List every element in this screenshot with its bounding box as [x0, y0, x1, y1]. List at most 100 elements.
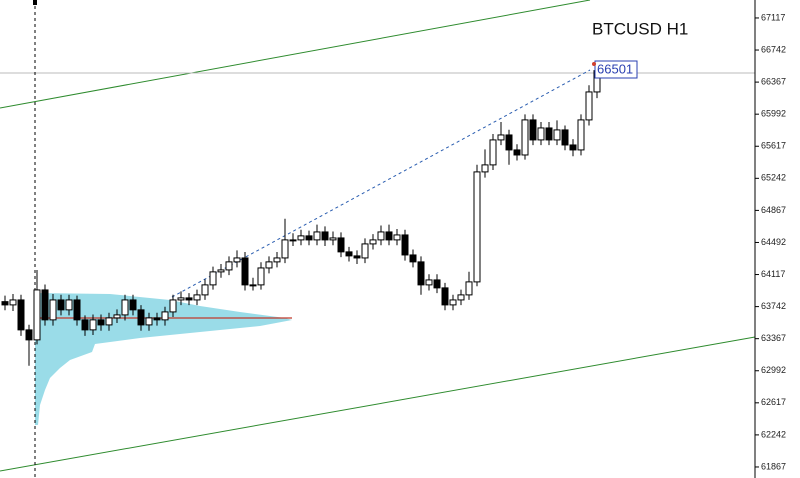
candle-body — [369, 239, 377, 245]
candle-body — [577, 119, 585, 151]
candle-body — [217, 269, 225, 273]
y-tick-label: 62992 — [761, 365, 786, 375]
candle-body — [553, 129, 561, 141]
candle-body — [521, 119, 529, 156]
y-tick-label: 63367 — [761, 333, 786, 343]
candle-body — [177, 297, 185, 301]
candle-body — [337, 237, 345, 253]
candle-body — [137, 309, 145, 326]
y-tick-label: 65242 — [761, 173, 786, 183]
candle-body — [145, 317, 153, 326]
candle-body — [233, 257, 241, 263]
candle-body — [41, 289, 49, 321]
candle-body — [257, 267, 265, 286]
candle-body — [465, 281, 473, 296]
candle-body — [537, 127, 545, 141]
y-tick-label: 62242 — [761, 429, 786, 439]
y-tick-label: 62617 — [761, 397, 786, 407]
candle-body — [73, 299, 81, 321]
candle-body — [353, 255, 361, 259]
candle-body — [289, 239, 297, 242]
candle-body — [297, 235, 305, 241]
candle-body — [57, 299, 65, 311]
channel-upper — [0, 0, 591, 109]
marker-top — [33, 0, 37, 5]
candle-body — [417, 261, 425, 286]
candle-body — [409, 254, 417, 263]
volume-profile — [35, 293, 292, 425]
candle-body — [1, 301, 9, 306]
candle-body — [33, 289, 41, 341]
candle-body — [385, 231, 393, 241]
candle-body — [113, 314, 121, 319]
candle-body — [265, 261, 273, 269]
price-annotation-box — [594, 60, 638, 79]
candle-body — [161, 311, 169, 321]
candle-body — [241, 257, 249, 286]
candle-body — [457, 294, 465, 301]
candle-body — [17, 299, 25, 331]
candle-body — [441, 287, 449, 306]
candle-body — [9, 299, 17, 306]
candle-body — [313, 231, 321, 241]
candle-body — [425, 279, 433, 286]
candle-body — [49, 299, 57, 321]
candle-body — [305, 235, 313, 241]
y-tick-label: 61867 — [761, 461, 786, 471]
candle-body — [401, 234, 409, 256]
candle-body — [393, 234, 401, 241]
candle-body — [185, 297, 193, 301]
candle-body — [65, 299, 73, 311]
candle-body — [153, 317, 161, 321]
y-tick-label: 66367 — [761, 76, 786, 86]
candle-body — [473, 171, 481, 283]
candle-body — [361, 243, 369, 259]
candle-body — [505, 134, 513, 151]
y-tick-label: 65617 — [761, 141, 786, 151]
candle-body — [321, 231, 329, 241]
candle-body — [169, 299, 177, 313]
y-tick-label: 63742 — [761, 301, 786, 311]
candle-body — [105, 317, 113, 326]
candle-body — [449, 299, 457, 306]
volume-profile-shape — [35, 293, 292, 425]
y-tick-label: 65992 — [761, 109, 786, 119]
chart-title: BTCUSD H1 — [592, 19, 688, 38]
candle-body — [209, 271, 217, 286]
y-tick-label: 64867 — [761, 205, 786, 215]
y-tick-label: 67117 — [761, 12, 785, 22]
candle-body — [329, 237, 337, 241]
candle-body — [81, 319, 89, 331]
candle-body — [481, 164, 489, 173]
candle-body — [97, 319, 105, 326]
candle-body — [569, 144, 577, 151]
candle-body — [545, 127, 553, 141]
candle-body — [129, 299, 137, 311]
candle-body — [489, 139, 497, 166]
candle-body — [249, 284, 257, 287]
y-tick-label: 66742 — [761, 44, 786, 54]
candle-body — [225, 261, 233, 271]
candle-body — [513, 149, 521, 156]
candle-body — [377, 231, 385, 241]
candle-body — [497, 134, 505, 141]
candle-body — [25, 329, 33, 341]
candle-body — [273, 257, 281, 263]
y-tick-label: 64492 — [761, 237, 786, 247]
annotation-dot — [592, 62, 596, 66]
candle-body — [121, 299, 129, 316]
candle-body — [89, 319, 97, 331]
candle-body — [585, 91, 593, 121]
candle-body — [193, 294, 201, 301]
candle-body — [529, 119, 537, 141]
candle-body — [561, 129, 569, 146]
channel-lower — [0, 336, 756, 472]
candle-body — [281, 239, 289, 259]
price-annotation: 66501 — [597, 61, 633, 76]
candle-body — [201, 284, 209, 296]
y-tick-label: 64117 — [761, 269, 785, 279]
candle-body — [345, 251, 353, 257]
candle-body — [433, 279, 441, 289]
